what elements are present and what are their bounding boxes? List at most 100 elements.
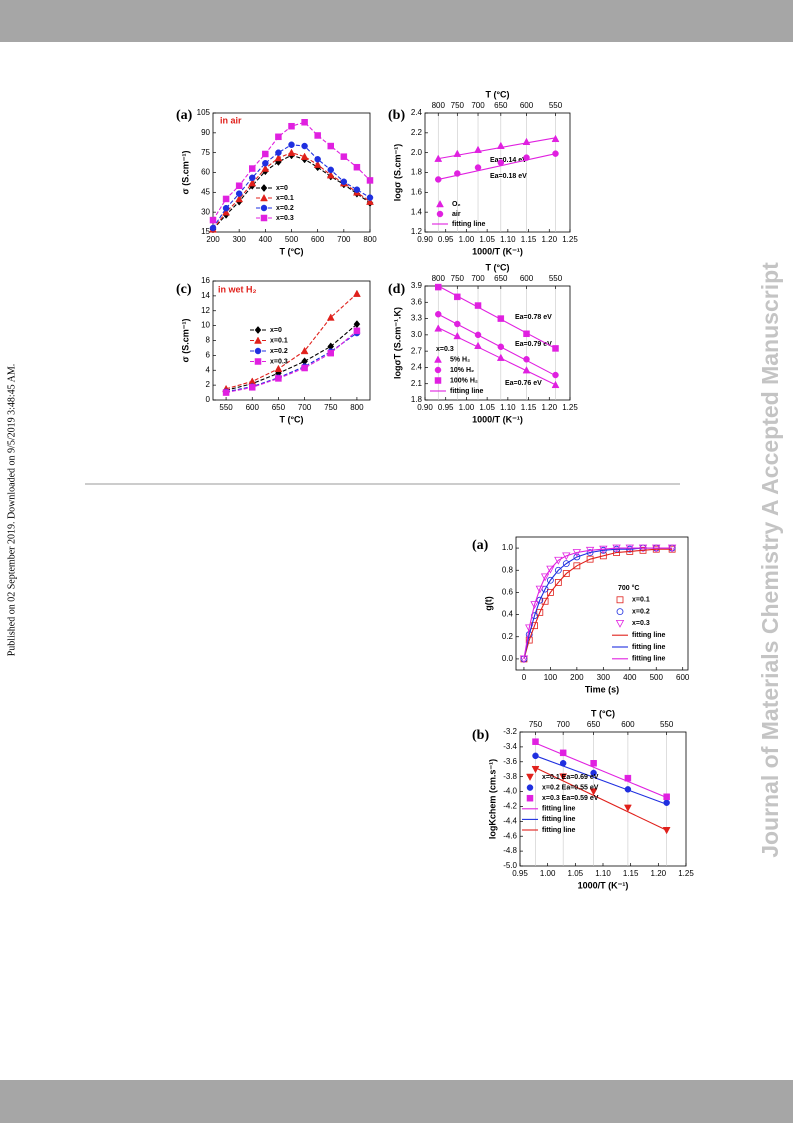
marker <box>352 289 361 297</box>
x-tick-label: 650 <box>272 403 286 412</box>
y-axis-label: logσ (S.cm⁻¹) <box>392 144 402 201</box>
legend-label: 100% H₂ <box>450 377 478 384</box>
y-tick-label: 105 <box>197 108 211 117</box>
y-tick-label: 2.7 <box>411 346 423 355</box>
y-tick-label: -4.4 <box>503 816 517 825</box>
legend-label: x=0.3 <box>632 620 650 627</box>
x-tick-label: 1.25 <box>678 869 694 878</box>
legend-marker <box>434 366 442 374</box>
series-line <box>225 323 358 391</box>
legend-marker <box>436 199 444 208</box>
marker <box>663 799 670 806</box>
y-tick-label: 8 <box>206 336 211 345</box>
footer-bar <box>0 1080 793 1123</box>
legend-label: x=0.1 <box>632 597 650 604</box>
marker <box>327 142 334 150</box>
x-tick-label: 0.95 <box>438 235 454 244</box>
marker <box>497 315 505 322</box>
y-tick-label: 45 <box>201 187 210 196</box>
x-tick-label: 100 <box>544 673 558 682</box>
x2-axis-label: T (°C) <box>485 262 509 272</box>
x-axis-label: 1000/T (K⁻¹) <box>472 414 523 424</box>
legend-label: fitting line <box>542 827 576 834</box>
x-tick-label: 700 <box>337 235 351 244</box>
marker <box>222 208 231 216</box>
series-line <box>225 330 358 394</box>
x-tick-label: 200 <box>206 235 220 244</box>
marker <box>573 553 581 561</box>
legend-marker <box>434 355 442 363</box>
y-tick-label: -4.8 <box>503 846 517 855</box>
legend-marker <box>260 184 268 192</box>
marker <box>262 150 269 158</box>
x-tick-label: 400 <box>623 673 637 682</box>
marker <box>249 384 256 391</box>
marker <box>222 389 230 396</box>
y-tick-label: 0.0 <box>502 654 514 663</box>
annotation: Ea=0.14 eV <box>490 157 527 164</box>
y-tick-label: -4.2 <box>503 802 517 811</box>
legend-marker <box>254 358 262 365</box>
x-tick-label: 750 <box>324 403 338 412</box>
marker <box>540 573 550 582</box>
marker <box>275 375 282 382</box>
marker <box>366 194 374 201</box>
marker <box>532 738 539 745</box>
y-tick-label: 0.8 <box>502 565 514 574</box>
legend-label: fitting line <box>632 632 666 639</box>
marker <box>353 163 361 171</box>
marker <box>554 556 563 565</box>
legend-label: x=0.3 Ea=0.59 eV <box>542 795 599 802</box>
x2-tick-label: 650 <box>587 720 601 729</box>
y-tick-label: -3.2 <box>503 727 517 736</box>
x-axis-label: Time (s) <box>585 684 619 694</box>
marker <box>535 585 544 594</box>
legend-marker <box>434 377 442 384</box>
y-tick-label: 1.8 <box>411 395 423 404</box>
legend-label: x=0 <box>276 185 288 192</box>
y-tick-label: 1.6 <box>411 187 423 196</box>
marker <box>523 330 530 338</box>
y-tick-label: -3.4 <box>503 742 517 751</box>
legend-label: x=0.1 Ea=0.69 eV <box>542 774 599 781</box>
marker <box>275 133 282 141</box>
legend-title: 700 °C <box>618 584 639 592</box>
marker <box>222 195 230 203</box>
marker <box>562 560 570 567</box>
marker <box>554 579 562 586</box>
legend-label: fitting line <box>632 656 666 663</box>
marker <box>287 148 296 156</box>
header-bar <box>0 0 793 42</box>
marker <box>590 760 597 767</box>
x-tick-label: 1.15 <box>623 869 639 878</box>
legend-label: O₂ <box>452 201 461 208</box>
x2-tick-label: 550 <box>549 101 563 110</box>
x2-tick-label: 800 <box>432 101 446 110</box>
marker <box>531 765 540 774</box>
x-tick-label: 0.90 <box>417 235 433 244</box>
x-tick-label: 1.20 <box>541 235 557 244</box>
x2-tick-label: 750 <box>451 274 465 283</box>
series-line <box>523 547 673 660</box>
marker <box>623 804 632 812</box>
marker <box>586 555 594 563</box>
x-axis-label: T (°C) <box>279 246 303 256</box>
x2-tick-label: 600 <box>520 274 534 283</box>
y-tick-label: -3.8 <box>503 772 517 781</box>
legend-label: x=0.2 <box>276 205 294 212</box>
x2-tick-label: 800 <box>432 274 446 283</box>
y-tick-label: -3.6 <box>503 757 517 766</box>
y-axis-label: logKchem (cm.s⁻¹) <box>487 759 497 839</box>
y-tick-label: 0.4 <box>502 610 514 619</box>
y-tick-label: 12 <box>201 306 210 315</box>
legend-label: x=0.3 <box>276 215 294 222</box>
marker <box>541 597 549 605</box>
x-tick-label: 0.95 <box>438 403 454 412</box>
x-tick-label: 1.20 <box>651 869 667 878</box>
legend-marker <box>254 326 262 334</box>
series-line <box>438 137 556 180</box>
y-tick-label: 4 <box>206 365 211 374</box>
series-line <box>535 755 667 805</box>
x-tick-label: 700 <box>298 403 312 412</box>
